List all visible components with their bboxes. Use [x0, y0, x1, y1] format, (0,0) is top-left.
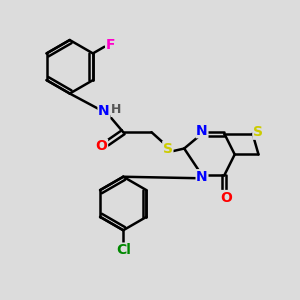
Text: H: H — [111, 103, 122, 116]
Text: N: N — [196, 170, 208, 184]
Text: N: N — [196, 124, 208, 138]
Text: O: O — [220, 190, 232, 205]
Text: F: F — [106, 38, 115, 52]
Text: S: S — [163, 142, 173, 155]
Text: Cl: Cl — [116, 243, 131, 257]
Text: S: S — [253, 125, 263, 139]
Text: O: O — [96, 140, 107, 153]
Text: N: N — [98, 104, 110, 118]
